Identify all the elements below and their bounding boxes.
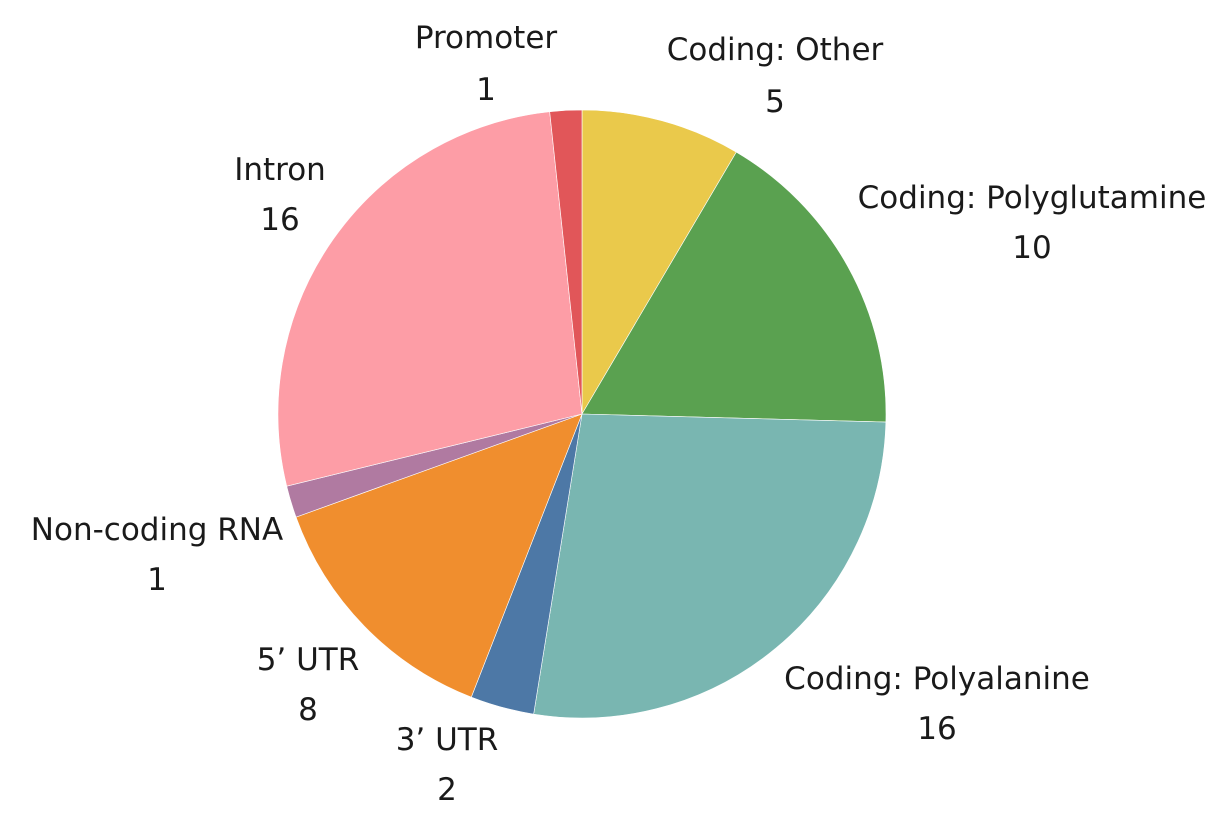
slice-value-label: 1	[147, 562, 167, 598]
slice-value-label: 16	[260, 202, 299, 238]
slice-label: Non-coding RNA	[31, 512, 283, 548]
slice-label: Coding: Polyglutamine	[858, 180, 1207, 216]
slice-value-label: 5	[765, 84, 785, 120]
slice-value-label: 16	[917, 711, 956, 747]
pie-slice-coding-other	[581, 109, 737, 416]
pie-labels: Coding: Other 5 Coding: Polyglutamine 10 Cod…	[31, 20, 1207, 808]
pie-slice-coding-polyglutamine	[581, 151, 887, 423]
slice-label: Coding: Polyalanine	[784, 661, 1090, 697]
slice-label: Intron	[234, 152, 326, 188]
slice-label: Promoter	[415, 20, 558, 56]
pie-slice-5-utr	[295, 413, 583, 698]
slice-value-label: 8	[298, 692, 318, 728]
pie-slice-coding-polyalanine	[533, 413, 887, 719]
pie-slice-promoter	[549, 109, 583, 415]
slice-label: 3’ UTR	[396, 722, 499, 758]
slice-value-label: 10	[1012, 230, 1051, 266]
slice-label: 5’ UTR	[257, 642, 360, 678]
pie-slice-intron	[277, 111, 583, 487]
slice-value-label: 1	[476, 72, 496, 108]
pie-slices	[277, 109, 887, 719]
slice-label: Coding: Other	[667, 32, 884, 68]
slice-value-label: 2	[437, 772, 457, 808]
